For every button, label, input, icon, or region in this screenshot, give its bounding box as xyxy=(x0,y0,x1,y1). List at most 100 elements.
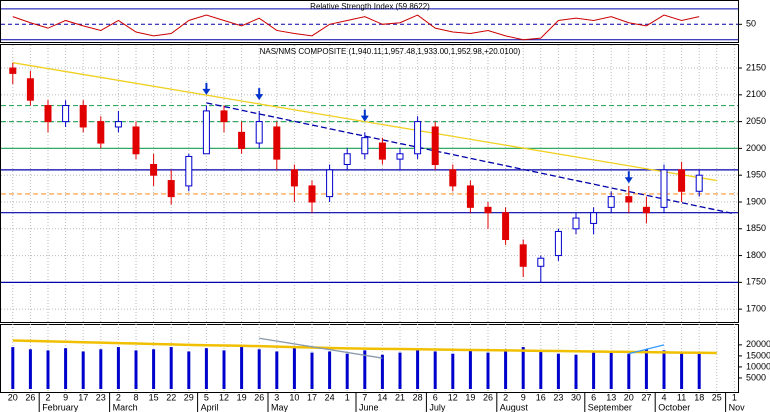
volume-bar xyxy=(662,350,666,389)
x-tick-label: 20 xyxy=(624,392,634,402)
candle-body xyxy=(642,206,650,214)
candle-body xyxy=(502,212,510,240)
x-tick-label: 23 xyxy=(96,392,106,402)
price-panel xyxy=(0,44,739,323)
y-tick-label: 10000 xyxy=(746,361,770,371)
x-tick-label: 3 xyxy=(274,392,279,402)
x-tick-label: 8 xyxy=(133,392,138,402)
x-tick-label: 17 xyxy=(307,392,317,402)
x-tick-label: 6 xyxy=(591,392,596,402)
x-tick-label: 12 xyxy=(219,392,229,402)
candle-body xyxy=(554,230,562,257)
month-label: July xyxy=(429,402,446,412)
candle-body xyxy=(607,196,615,208)
candle-body xyxy=(431,126,439,165)
month-label: October xyxy=(658,402,690,412)
candle-body xyxy=(414,121,422,155)
volume-bar xyxy=(398,352,402,389)
volume-bar xyxy=(644,349,648,389)
candle-body xyxy=(660,169,668,208)
volume-bar xyxy=(521,347,525,389)
volume-bar xyxy=(257,349,261,389)
volume-bar xyxy=(169,347,173,389)
candle-body xyxy=(695,174,703,192)
volume-bar xyxy=(187,351,191,389)
candle-body xyxy=(537,257,545,267)
volume-bar xyxy=(292,348,296,389)
volume-bar xyxy=(64,348,68,389)
x-tick-label: 12 xyxy=(448,392,458,402)
volume-bar xyxy=(222,350,226,389)
volume-panel xyxy=(0,324,739,393)
y-tick-label: 50 xyxy=(746,19,756,29)
x-tick-label: 18 xyxy=(694,392,704,402)
volume-bar xyxy=(240,347,244,389)
volume-bar xyxy=(556,353,560,389)
candle-body xyxy=(97,121,105,144)
y-tick-label: 5000 xyxy=(746,372,766,382)
x-tick-label: 9 xyxy=(63,392,68,402)
candle-body xyxy=(572,217,580,230)
candle-body xyxy=(590,212,598,224)
candle-body xyxy=(273,126,281,160)
y-tick-label: 20000 xyxy=(746,339,770,349)
volume-bar xyxy=(539,351,543,389)
x-tick-label: 2 xyxy=(503,392,508,402)
candle-body xyxy=(114,121,122,128)
volume-bar xyxy=(504,349,508,389)
candle-body xyxy=(290,169,298,187)
candle-body xyxy=(308,185,316,203)
x-tick-label: 30 xyxy=(571,392,581,402)
x-tick-label: 25 xyxy=(712,392,722,402)
candle-body xyxy=(9,67,17,74)
x-tick-label: 1 xyxy=(732,392,737,402)
trend-line xyxy=(628,344,665,355)
x-tick-label: 2 xyxy=(116,392,121,402)
candle-body xyxy=(62,105,70,123)
month-label: September xyxy=(588,402,632,412)
month-label: Nov xyxy=(729,402,746,412)
y-tick-label: 1700 xyxy=(746,304,766,314)
candle-body xyxy=(185,155,193,187)
candle-body xyxy=(378,142,386,160)
x-tick-label: 9 xyxy=(521,392,526,402)
y-tick-label: 2100 xyxy=(746,89,766,99)
candle-body xyxy=(326,169,334,198)
volume-bar xyxy=(11,347,15,389)
candle-body xyxy=(238,131,246,149)
candle-body xyxy=(44,105,52,123)
month-label: March xyxy=(113,402,138,412)
candle-body xyxy=(343,153,351,165)
volume-bar xyxy=(310,352,314,389)
volume-bar xyxy=(152,349,156,389)
x-tick-label: 27 xyxy=(641,392,651,402)
x-tick-label: 23 xyxy=(553,392,563,402)
candle-body xyxy=(519,244,527,267)
y-tick-label: 2150 xyxy=(746,62,766,72)
x-tick-label: 24 xyxy=(325,392,335,402)
candle-body xyxy=(678,169,686,192)
x-tick-label: 16 xyxy=(536,392,546,402)
candle-body xyxy=(255,121,263,144)
volume-bar xyxy=(574,354,578,389)
volume-bar xyxy=(204,348,208,389)
x-tick-label: 14 xyxy=(377,392,387,402)
x-tick-label: 13 xyxy=(606,392,616,402)
x-tick-label: 29 xyxy=(184,392,194,402)
candle-body xyxy=(150,163,158,176)
y-tick-label: 1800 xyxy=(746,250,766,260)
candle-body xyxy=(132,126,140,155)
volume-bar xyxy=(627,353,631,389)
candle-body xyxy=(361,137,369,155)
rsi-line xyxy=(12,14,700,41)
x-tick-label: 19 xyxy=(465,392,475,402)
candle-body xyxy=(167,180,175,198)
volume-bar xyxy=(468,350,472,389)
volume-bar xyxy=(380,354,384,389)
volume-bar xyxy=(81,351,85,389)
volume-bar xyxy=(28,349,32,389)
candle-body xyxy=(220,110,228,123)
month-label: April xyxy=(201,402,219,412)
x-tick-label: 1 xyxy=(345,392,350,402)
